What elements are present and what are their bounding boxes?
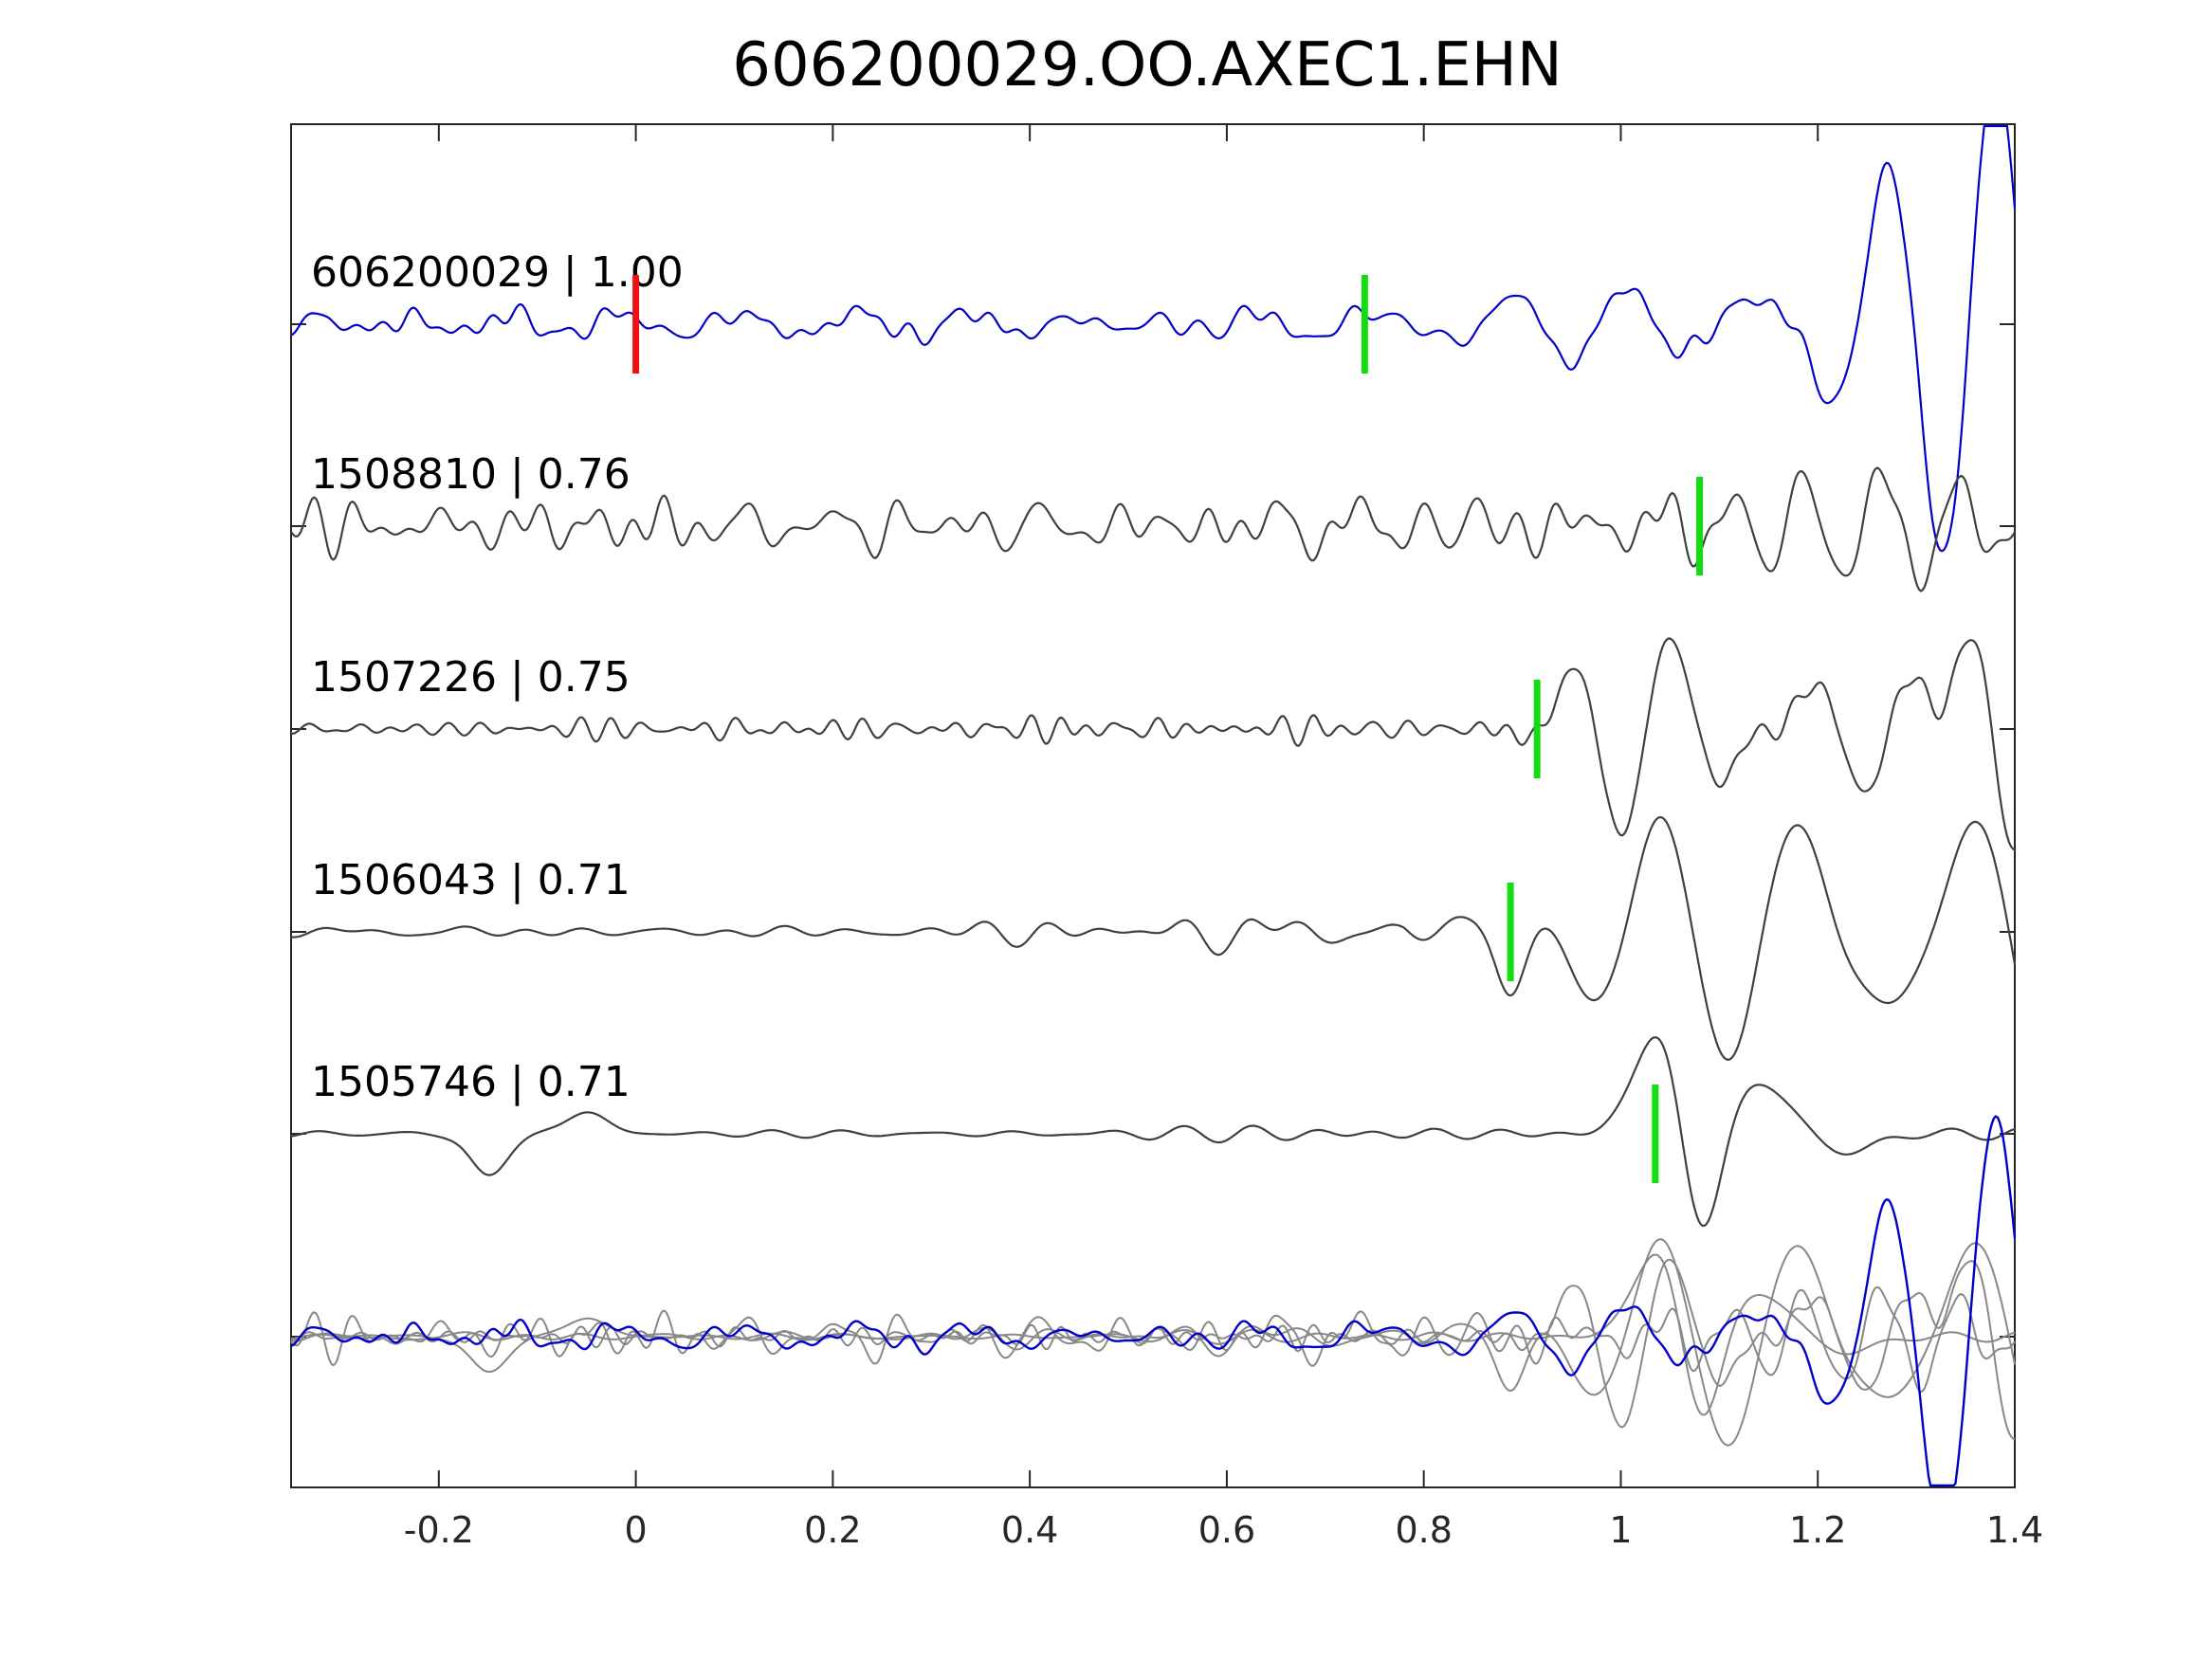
overlay-trace-606200029 <box>290 1115 2017 1487</box>
pick-markers <box>632 275 1704 1183</box>
x-tick-label: 0.4 <box>1001 1509 1058 1551</box>
trace-label-1506043: 1506043 | 0.71 <box>311 856 631 904</box>
trace-line-1506043 <box>290 815 2017 1062</box>
chart-title: 606200029.OO.AXEC1.EHN <box>732 30 1563 100</box>
trace-line-1508810 <box>290 466 2016 592</box>
trace-label-1508810: 1508810 | 0.76 <box>311 450 631 499</box>
trace-line-606200029 <box>290 124 2017 553</box>
trace-label-1507226: 1507226 | 0.75 <box>311 653 631 702</box>
x-tick-label: 1.2 <box>1789 1509 1846 1551</box>
x-axis-ticks: -0.2 0 0.2 0.4 0.6 0.8 1 1.2 1.4 <box>291 124 2043 1551</box>
plot-frame <box>290 123 2016 1488</box>
trace-line-1507226 <box>290 637 2016 851</box>
x-tick-label: 0 <box>625 1509 648 1551</box>
x-tick-label: -0.2 <box>404 1509 474 1551</box>
overlay-trace-1505746 <box>290 1253 2016 1416</box>
trace-label-1505746: 1505746 | 0.71 <box>311 1058 631 1106</box>
x-tick-label: 0.2 <box>804 1509 861 1551</box>
x-tick-label: 0.6 <box>1198 1509 1255 1551</box>
x-tick-label: 0.8 <box>1395 1509 1452 1551</box>
trace-label-606200029: 606200029 | 1.00 <box>311 248 684 297</box>
trace-group <box>290 124 2017 1487</box>
x-tick-label: 1.4 <box>1986 1509 2043 1551</box>
overlay-trace-1506043 <box>290 1238 2016 1447</box>
trace-labels: 606200029 | 1.00 1508810 | 0.76 1507226 | … <box>311 248 684 1106</box>
x-tick-label: 1 <box>1609 1509 1632 1551</box>
trace-line-1505746 <box>290 1036 2016 1228</box>
